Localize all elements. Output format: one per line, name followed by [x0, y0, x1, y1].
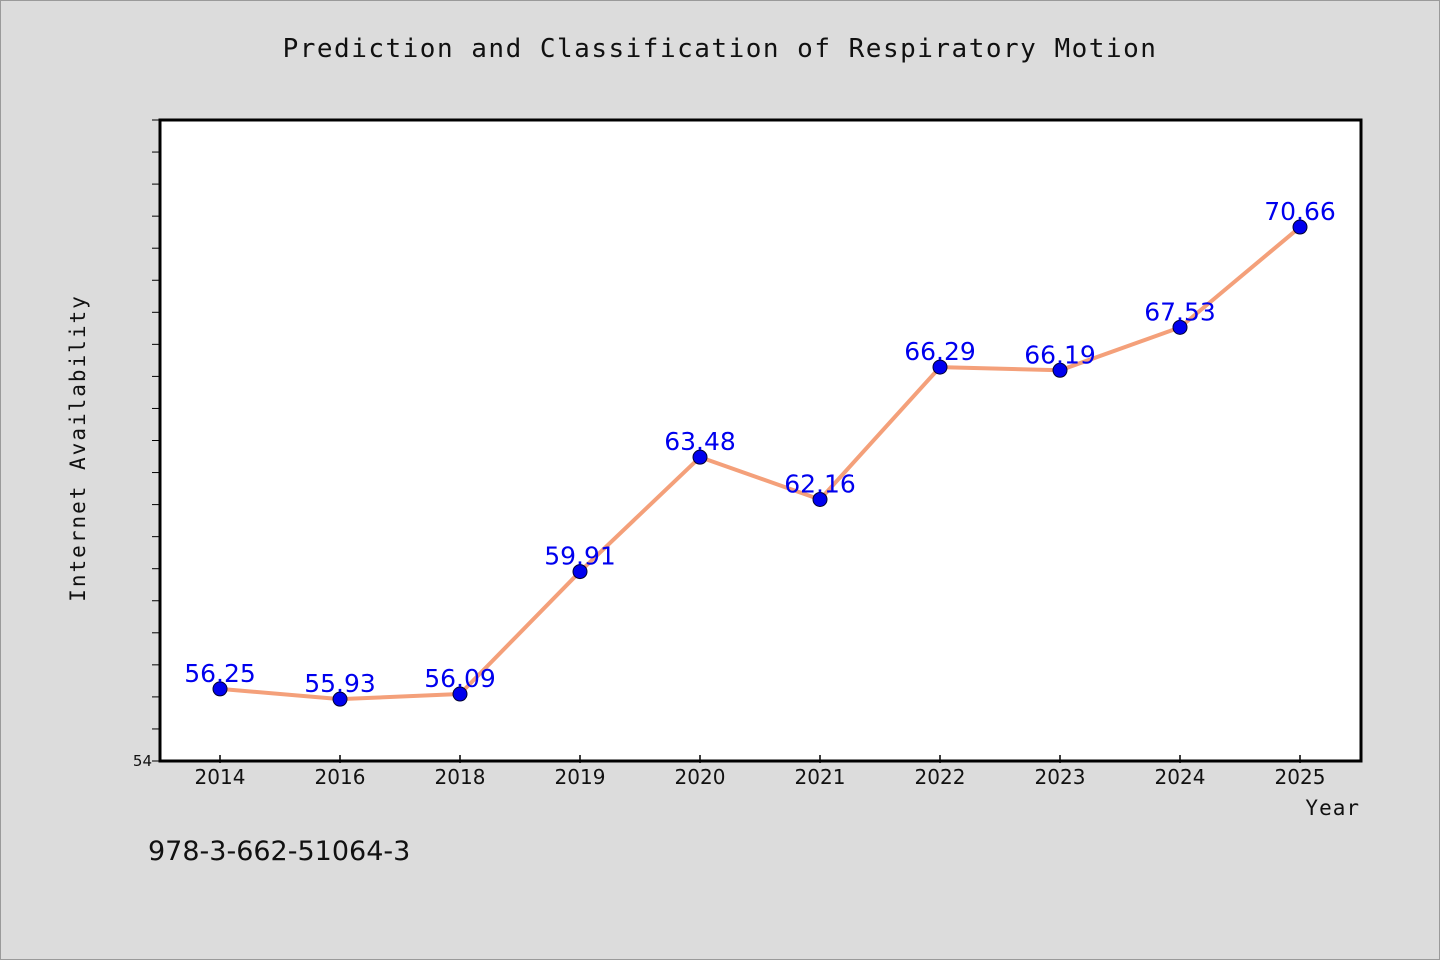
data-point	[692, 449, 708, 465]
data-point	[572, 564, 588, 580]
y-tick-label: 54	[133, 752, 152, 770]
x-tick-label: 2022	[915, 765, 966, 789]
data-label: 63.48	[664, 427, 736, 456]
x-axis-ticks: 2014 2016 2018 2019 2020 2021 2022 2023 2024 2025	[195, 755, 1326, 789]
x-tick-label: 2020	[675, 765, 726, 789]
data-label: 67.53	[1144, 297, 1216, 326]
data-point	[452, 686, 468, 702]
data-label: 59.91	[544, 542, 616, 571]
data-point	[1292, 219, 1308, 235]
x-tick-label: 2019	[555, 765, 606, 789]
series-line	[218, 225, 1302, 702]
data-point	[812, 491, 828, 507]
x-tick-label: 2018	[435, 765, 486, 789]
x-tick-label: 2024	[1155, 765, 1206, 789]
data-label: 70.66	[1264, 197, 1336, 226]
data-label: 55.93	[304, 669, 376, 698]
data-label: 66.19	[1024, 340, 1096, 369]
data-label: 62.16	[784, 469, 856, 498]
x-tick-label: 2021	[795, 765, 846, 789]
data-label: 66.29	[904, 337, 976, 366]
data-point	[332, 691, 348, 707]
x-tick-label: 2016	[315, 765, 366, 789]
data-label: 56.09	[424, 664, 496, 693]
data-point	[1052, 362, 1068, 378]
footer-code: 978-3-662-51064-3	[148, 836, 411, 867]
x-tick-label: 2025	[1275, 765, 1326, 789]
x-tick-label: 2014	[195, 765, 246, 789]
series-layer: 56.25 55.93 56.09 59.91 63.48 62.16 66.29 66.19…	[184, 197, 1336, 707]
x-axis-label: Year	[1305, 796, 1360, 820]
y-axis-ticks: 54	[133, 119, 160, 770]
data-point	[1172, 319, 1188, 335]
y-axis-label: Internet Availability	[66, 294, 90, 602]
chart-title: Prediction and Classification of Respira…	[282, 34, 1158, 64]
x-tick-label: 2023	[1035, 765, 1086, 789]
data-label: 56.25	[184, 659, 256, 688]
plot-area	[158, 118, 1363, 763]
data-point	[932, 359, 948, 375]
data-point	[212, 681, 228, 697]
